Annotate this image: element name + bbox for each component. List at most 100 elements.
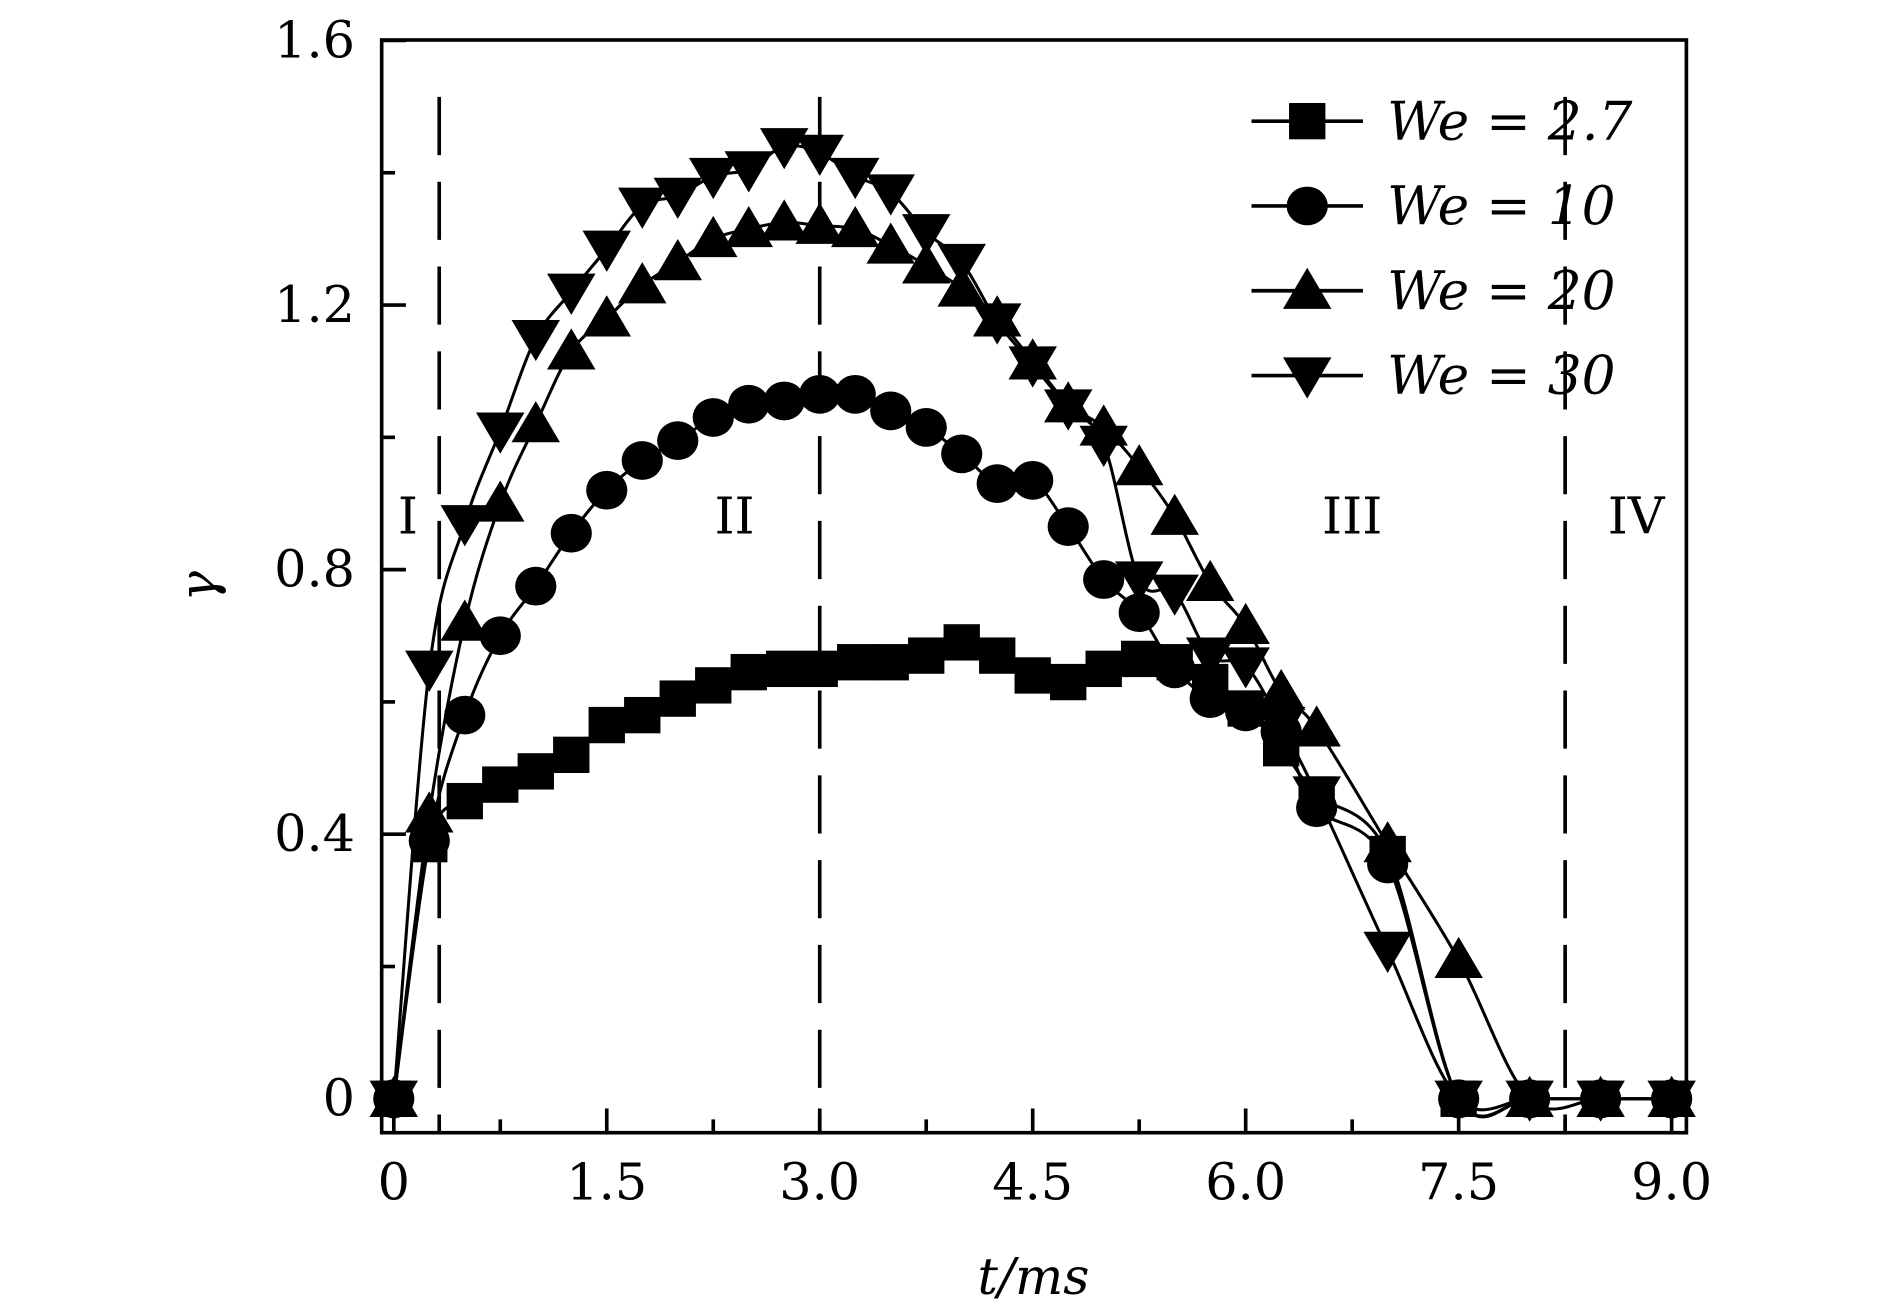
data-point-triangle-down [1505, 1080, 1554, 1122]
data-point-square [553, 736, 590, 774]
data-point-circle [444, 695, 486, 735]
data-point-triangle-up [831, 205, 880, 248]
data-point-triangle-up [1221, 602, 1270, 645]
data-point-triangle-down [937, 243, 986, 286]
data-point-circle [728, 384, 770, 424]
data-point-circle [586, 470, 628, 510]
data-point-triangle-up [724, 205, 773, 248]
x-tick-label: 1.5 [566, 1152, 647, 1211]
data-point-triangle-up [866, 222, 915, 264]
data-point-circle [1047, 507, 1089, 547]
data-point-triangle-up [760, 199, 809, 241]
data-point-circle [763, 381, 805, 421]
y-tick-label: 1.6 [274, 10, 355, 69]
data-point-triangle-down [440, 505, 490, 547]
data-point-triangle-up [689, 215, 738, 258]
data-point-triangle-down [1363, 931, 1412, 973]
data-point-triangle-up [1256, 668, 1306, 711]
data-point-triangle-down [689, 157, 738, 200]
data-point-triangle-down [831, 157, 880, 200]
data-point-triangle-down [901, 214, 951, 256]
data-point-triangle-up [405, 791, 454, 833]
data-point-circle [692, 398, 734, 437]
data-point-square [1085, 650, 1122, 688]
x-tick-label: 3.0 [779, 1152, 860, 1211]
data-point-triangle-down [724, 151, 773, 193]
legend-label: We = 30 [1387, 345, 1615, 407]
data-point-triangle-down [972, 303, 1022, 345]
data-point-triangle-down [1150, 574, 1199, 616]
data-point-circle [941, 434, 983, 474]
data-point-triangle-down [866, 174, 915, 216]
data-point-triangle-down [582, 230, 631, 272]
data-point-triangle-up [937, 265, 986, 307]
data-point-triangle-down [1008, 346, 1057, 388]
data-point-square [588, 706, 625, 744]
data-point-triangle-up [1150, 493, 1199, 535]
data-point-square [837, 644, 874, 681]
data-point-circle [621, 441, 663, 480]
data-point-triangle-down [1043, 389, 1093, 431]
data-point-triangle-up [618, 262, 667, 304]
legend-marker-square [1289, 102, 1326, 140]
x-tick-label: 4.5 [992, 1152, 1073, 1211]
data-point-circle [1225, 692, 1267, 732]
data-point-triangle-up [511, 401, 561, 443]
x-tick-label: 0 [378, 1152, 410, 1211]
data-point-triangle-down [1647, 1080, 1696, 1122]
data-point-circle [905, 408, 947, 447]
data-point-triangle-down [1256, 706, 1306, 749]
data-point-triangle-up [1434, 936, 1483, 979]
data-point-circle [1189, 679, 1231, 718]
y-tick-label: 0.8 [274, 540, 355, 599]
data-point-triangle-down [476, 412, 525, 454]
legend-label: We = 20 [1387, 260, 1615, 322]
y-tick-label: 0 [323, 1069, 355, 1128]
data-point-triangle-down [405, 650, 454, 692]
region-label: IV [1608, 487, 1666, 546]
data-point-square [1014, 657, 1051, 694]
data-point-square [943, 624, 980, 661]
data-point-circle [1118, 593, 1160, 633]
data-point-triangle-down [653, 177, 702, 219]
x-tick-label: 9.0 [1631, 1152, 1712, 1211]
legend-label: We = 10 [1387, 175, 1615, 237]
legend-marker-circle [1286, 186, 1328, 226]
data-point-square [695, 667, 732, 704]
data-point-circle [515, 566, 557, 606]
y-tick-label: 1.2 [274, 275, 355, 334]
data-point-triangle-up [476, 480, 525, 522]
data-point-circle [479, 616, 521, 656]
data-point-triangle-down [1576, 1080, 1625, 1122]
data-point-triangle-down [547, 273, 596, 315]
data-point-circle [1012, 460, 1054, 500]
data-point-triangle-down [1434, 1080, 1483, 1122]
data-point-triangle-down [1221, 647, 1270, 689]
data-point-square [517, 753, 554, 790]
data-point-triangle-down [618, 187, 667, 229]
legend-label: We = 2.7 [1387, 90, 1632, 152]
data-point-triangle-up [440, 599, 490, 641]
data-point-triangle-up [1185, 559, 1235, 602]
data-point-square [908, 637, 945, 674]
data-point-square [766, 650, 803, 688]
x-axis-label: t/ms [977, 1247, 1089, 1306]
region-labels: I II III IV [398, 487, 1666, 546]
data-point-square [872, 644, 909, 681]
data-point-circle [870, 391, 912, 431]
data-point-square [446, 782, 483, 820]
data-point-square [1121, 640, 1158, 678]
region-label: II [714, 487, 754, 546]
data-point-circle [799, 374, 841, 414]
data-point-circle [976, 464, 1018, 504]
data-point-square [801, 650, 838, 688]
data-point-circle [1083, 560, 1125, 599]
data-point-circle [834, 374, 876, 414]
data-point-triangle-up [901, 242, 951, 284]
x-tick-label: 7.5 [1418, 1152, 1499, 1211]
data-point-triangle-up [1363, 821, 1412, 863]
data-point-square [482, 766, 519, 803]
data-point-circle [657, 421, 699, 461]
data-point-triangle-up [582, 295, 631, 337]
data-point-square [624, 696, 661, 734]
